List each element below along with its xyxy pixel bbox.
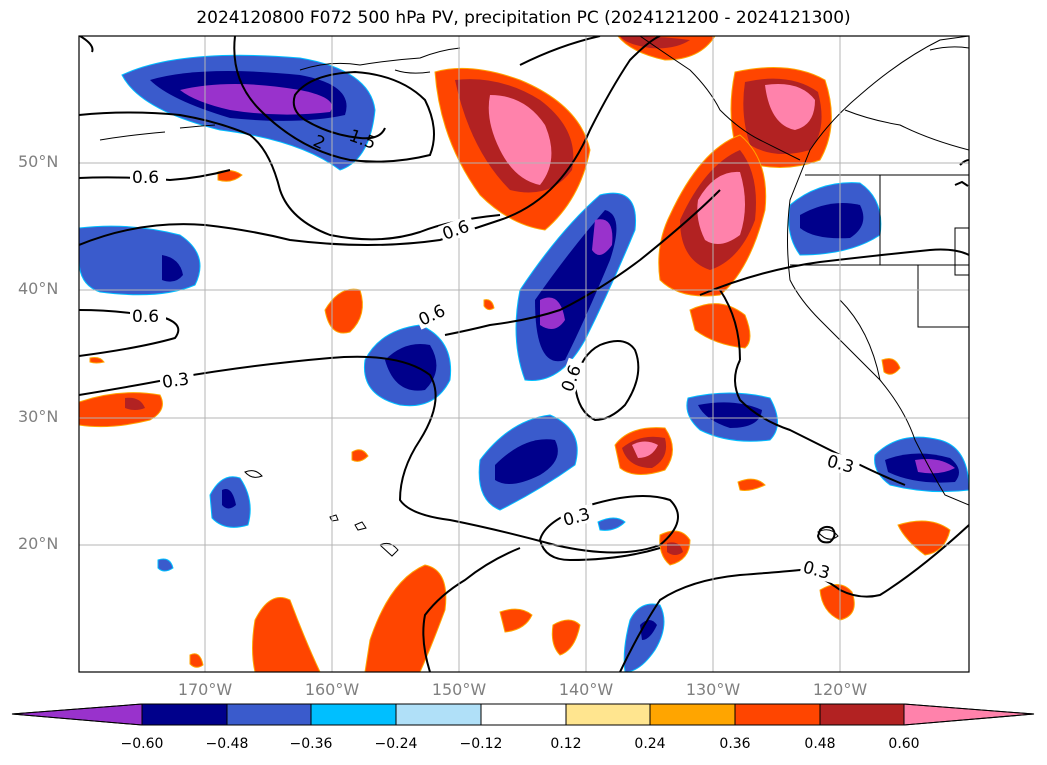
lon-label: 120°W bbox=[812, 680, 868, 699]
map-area: 0.6 0.6 0.6 0.6 0.6 0.3 0.3 bbox=[79, 36, 969, 672]
lon-label: 160°W bbox=[304, 680, 360, 699]
colorbar-segment bbox=[141, 703, 228, 726]
map-frame bbox=[78, 35, 970, 673]
lat-label: 30°N bbox=[18, 407, 59, 426]
lon-label: 170°W bbox=[177, 680, 233, 699]
colorbar-segment bbox=[310, 703, 397, 726]
colorbar-segment bbox=[903, 703, 1035, 726]
colorbar-segment bbox=[226, 703, 312, 726]
colorbar-tick-label: −0.36 bbox=[289, 736, 333, 752]
contour-label: 0.3 bbox=[161, 369, 191, 393]
colorbar-tick-label: −0.48 bbox=[205, 736, 249, 752]
lat-lon-grid bbox=[79, 36, 969, 672]
colorbar-tick-label: 0.24 bbox=[634, 736, 666, 752]
lon-label: 150°W bbox=[431, 680, 487, 699]
lat-label: 20°N bbox=[18, 534, 59, 553]
negative-precip-anomalies bbox=[79, 54, 969, 672]
contour-label: 0.6 bbox=[132, 168, 159, 188]
map-title: 2024120800 F072 500 hPa PV, precipitatio… bbox=[196, 8, 851, 28]
colorbar-segment bbox=[734, 703, 821, 726]
lon-label: 140°W bbox=[558, 680, 614, 699]
contour-label: 0.6 bbox=[132, 307, 159, 327]
colorbar-tick-label: 0.60 bbox=[888, 736, 920, 752]
lon-label: 130°W bbox=[685, 680, 741, 699]
colorbar-tick-label: −0.60 bbox=[120, 736, 164, 752]
colorbar bbox=[11, 703, 1035, 726]
colorbar-segment bbox=[480, 703, 567, 726]
colorbar-tick-label: 0.36 bbox=[719, 736, 751, 752]
colorbar-tick-label: 0.12 bbox=[550, 736, 582, 752]
colorbar-segment bbox=[649, 703, 736, 726]
lat-label: 40°N bbox=[18, 279, 59, 298]
colorbar-segment bbox=[565, 703, 651, 726]
colorbar-tick-label: 0.48 bbox=[804, 736, 836, 752]
lat-label: 50°N bbox=[18, 152, 59, 171]
colorbar-tick-label: −0.24 bbox=[374, 736, 418, 752]
colorbar-tick-label: −0.12 bbox=[459, 736, 503, 752]
colorbar-segment bbox=[819, 703, 905, 726]
colorbar-segment bbox=[11, 703, 143, 726]
colorbar-segment bbox=[395, 703, 482, 726]
